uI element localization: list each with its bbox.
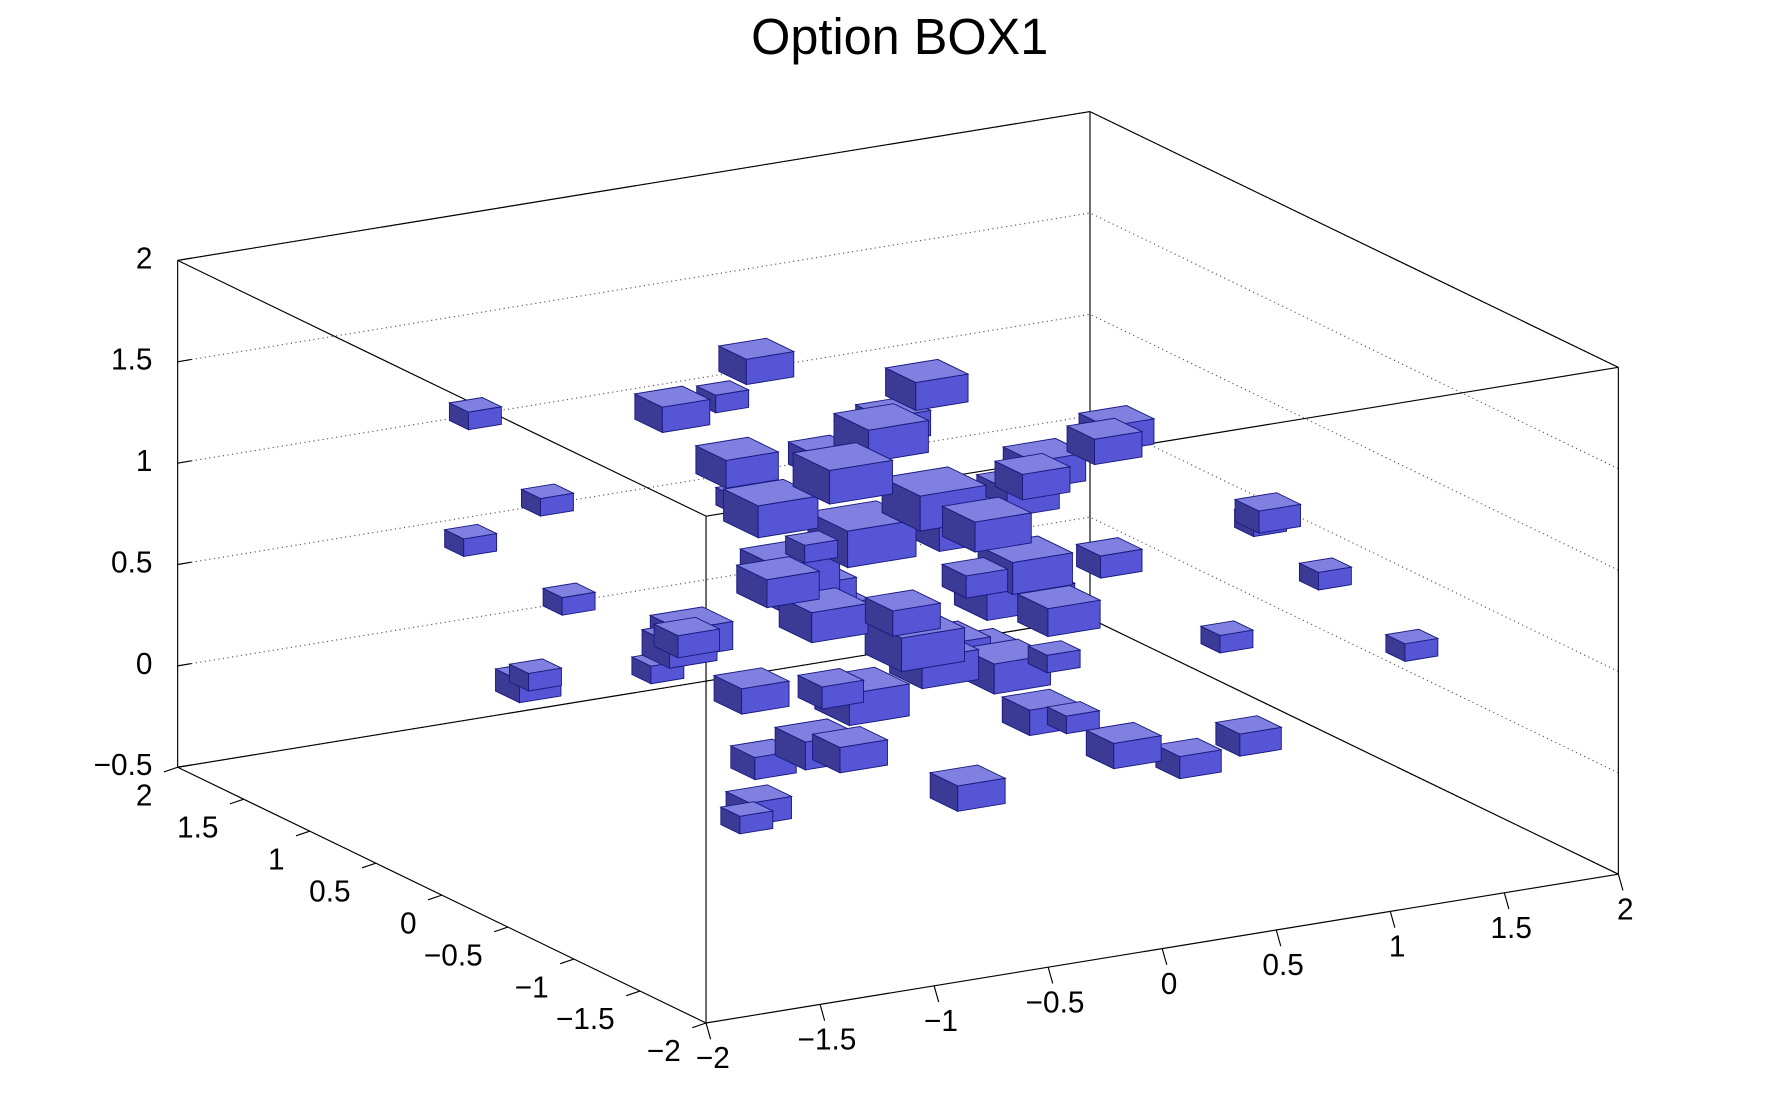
x-tick-label: −1.5 [798, 1023, 857, 1056]
box-top [1016, 585, 1102, 610]
grid-line [177, 110, 1619, 368]
box-top [884, 358, 970, 384]
z-tick-label: 0 [136, 648, 153, 681]
y-tick-label: 2 [136, 779, 153, 812]
y-tick-label: −1 [515, 971, 549, 1004]
box-top [1075, 537, 1144, 557]
x-tick-label: 2 [1617, 893, 1634, 926]
y-tick-label: −1.5 [556, 1003, 615, 1036]
x-tick [933, 985, 940, 1003]
box-top [928, 764, 1007, 787]
y-tick [626, 990, 641, 997]
x-tick-label: −0.5 [1026, 986, 1085, 1019]
box-top [443, 523, 499, 540]
z-tick-label: −0.5 [94, 749, 153, 782]
box-top [940, 496, 1033, 523]
box-top [993, 452, 1072, 475]
x-tick [705, 1022, 712, 1040]
y-tick-label: −2 [647, 1035, 681, 1068]
box-top [863, 589, 942, 612]
grid-line [177, 212, 1619, 470]
box-top [1001, 437, 1088, 463]
frame-edge [177, 259, 707, 517]
box-top [1026, 640, 1082, 656]
box-top [652, 616, 721, 637]
box-top [796, 668, 866, 688]
box-top [1233, 492, 1303, 512]
y-tick [493, 926, 509, 933]
box-top [791, 442, 895, 472]
frame-edge [1089, 617, 1619, 875]
x-tick-label: 1.5 [1490, 912, 1531, 945]
box-top [1384, 628, 1440, 645]
x-tick-label: −1 [924, 1005, 958, 1038]
box-top [719, 801, 775, 817]
y-tick-label: 0 [400, 907, 417, 940]
box-top [519, 483, 575, 500]
x-tick-label: 0 [1161, 968, 1178, 1001]
x-tick [1047, 967, 1054, 984]
x-tick [1617, 874, 1624, 891]
grid-line [177, 516, 1619, 774]
x-tick [819, 1004, 826, 1021]
box-top [811, 725, 890, 748]
box-top [447, 397, 503, 413]
x-tick-label: −2 [696, 1042, 730, 1075]
z-tick-label: 1 [136, 445, 153, 478]
box-top [724, 784, 794, 804]
x-tick-label: 1 [1389, 930, 1406, 963]
z-tick-label: 0.5 [111, 546, 152, 579]
y-tick [692, 1022, 707, 1029]
y-tick [229, 798, 244, 805]
box-top [717, 337, 796, 360]
z-tick [177, 460, 192, 464]
z-tick [177, 257, 192, 261]
z-tick-label: 2 [136, 242, 153, 275]
z-tick [177, 358, 192, 363]
y-tick [361, 862, 376, 869]
frame-edge [705, 873, 1619, 1024]
box-top [694, 436, 780, 461]
z-tick [177, 764, 192, 768]
y-tick [163, 766, 178, 773]
box-top [1199, 620, 1255, 636]
box-top [712, 667, 791, 690]
y-tick [560, 958, 575, 965]
box-top [880, 466, 988, 497]
box-top [784, 530, 840, 546]
frame-edge [1089, 111, 1619, 368]
y-tick [427, 894, 443, 901]
y-tick [295, 830, 310, 837]
z-tick [177, 561, 192, 566]
box-top [1065, 417, 1144, 440]
z-tick-label: 1.5 [111, 344, 152, 377]
box-top [1297, 557, 1353, 573]
box-top [1045, 701, 1101, 717]
box-top [633, 385, 712, 408]
frame-edge [177, 111, 1091, 261]
box-top [940, 557, 1010, 577]
box-top [1154, 737, 1223, 758]
y-tick-label: −0.5 [424, 939, 483, 972]
y-tick-label: 1.5 [177, 811, 218, 844]
box-top [1214, 715, 1283, 735]
x-tick-label: 0.5 [1262, 949, 1303, 982]
x-tick [1275, 929, 1282, 947]
box-top [541, 582, 597, 599]
box-top [832, 403, 930, 431]
box-top [735, 556, 821, 581]
chart-title: Option BOX1 [751, 8, 1048, 65]
z-tick [177, 662, 192, 667]
box-top [1084, 721, 1163, 744]
x-tick [1161, 948, 1168, 966]
x-tick [1503, 892, 1510, 910]
grid-line [177, 415, 1619, 672]
y-tick-label: 0.5 [309, 875, 350, 908]
box-top [695, 380, 751, 396]
x-tick [1389, 911, 1396, 928]
y-tick-label: 1 [268, 843, 285, 876]
box-top [507, 658, 563, 674]
